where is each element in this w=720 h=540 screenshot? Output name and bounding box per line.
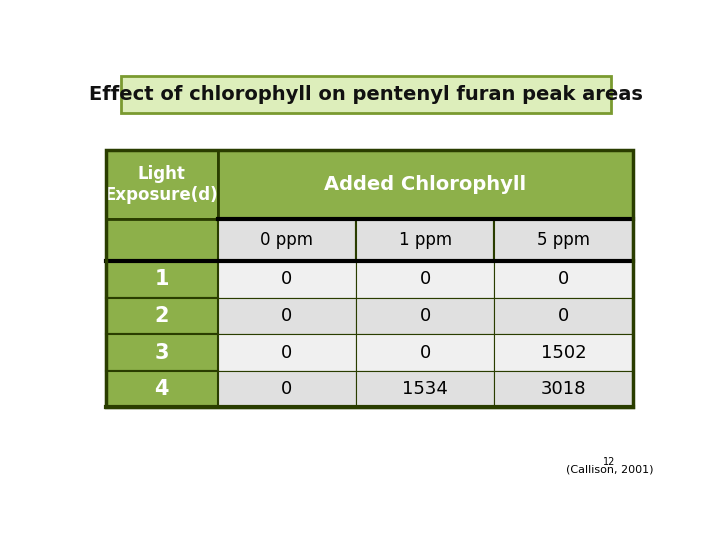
Text: Added Chlorophyll: Added Chlorophyll	[324, 174, 526, 194]
Bar	[106, 219, 218, 261]
Text: 12: 12	[603, 457, 616, 467]
Bar	[495, 219, 632, 261]
Text: 3018: 3018	[541, 380, 586, 398]
Text: 0: 0	[282, 380, 292, 398]
Bar	[356, 334, 495, 371]
Bar	[495, 334, 632, 371]
Text: 0: 0	[558, 307, 569, 325]
Bar	[356, 261, 495, 298]
Text: 0: 0	[282, 343, 292, 362]
Text: 0: 0	[420, 343, 431, 362]
Bar	[218, 219, 356, 261]
Text: 0: 0	[558, 271, 569, 288]
Bar	[106, 261, 218, 298]
Text: Light
Exposure(d): Light Exposure(d)	[105, 165, 218, 204]
Text: 1502: 1502	[541, 343, 586, 362]
Bar	[218, 371, 356, 408]
Bar	[106, 298, 218, 334]
Text: 0: 0	[282, 271, 292, 288]
Bar	[218, 150, 632, 219]
Text: 0: 0	[420, 307, 431, 325]
Text: 2: 2	[154, 306, 169, 326]
Bar	[495, 261, 632, 298]
Text: (Callison, 2001): (Callison, 2001)	[565, 464, 653, 475]
Bar	[106, 150, 218, 219]
Text: 5 ppm: 5 ppm	[537, 231, 590, 249]
Bar	[356, 298, 495, 334]
Text: 1534: 1534	[402, 380, 448, 398]
Text: 0 ppm: 0 ppm	[261, 231, 313, 249]
Bar	[356, 371, 495, 408]
FancyBboxPatch shape	[121, 76, 611, 112]
Bar	[106, 371, 218, 408]
Bar	[495, 371, 632, 408]
Text: 1 ppm: 1 ppm	[399, 231, 451, 249]
Bar	[495, 298, 632, 334]
Bar	[106, 334, 218, 371]
Text: 0: 0	[420, 271, 431, 288]
Text: 1: 1	[154, 269, 169, 289]
Bar	[106, 150, 632, 408]
Text: 0: 0	[282, 307, 292, 325]
Text: 3: 3	[154, 342, 169, 362]
Bar	[218, 261, 356, 298]
Bar	[356, 219, 495, 261]
Bar	[218, 298, 356, 334]
Bar	[218, 334, 356, 371]
Text: 4: 4	[154, 379, 169, 399]
Text: Effect of chlorophyll on pentenyl furan peak areas: Effect of chlorophyll on pentenyl furan …	[89, 85, 643, 104]
